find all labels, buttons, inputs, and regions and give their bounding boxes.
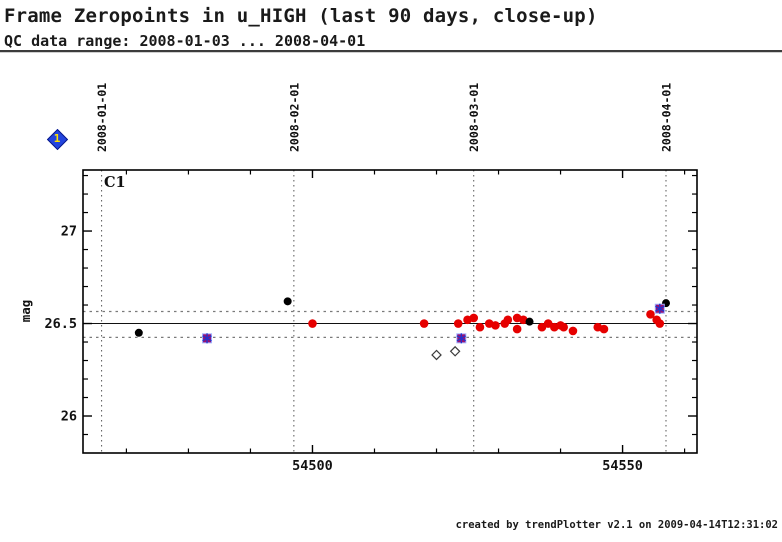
data-point	[519, 315, 528, 325]
data-point	[537, 322, 547, 332]
data-point	[559, 322, 568, 332]
series-black-circles	[134, 297, 670, 337]
data-point	[475, 322, 485, 332]
x-tick-label: 54500	[292, 458, 333, 474]
x-tick-label: 54550	[602, 458, 643, 474]
info-icon-glyph: 1	[53, 132, 61, 145]
data-point	[308, 319, 317, 328]
plot-frame	[82, 169, 698, 454]
dotted-threshold-lines	[83, 310, 697, 338]
y-tick-label: 27	[61, 224, 77, 240]
data-point	[453, 319, 463, 328]
page-title: Frame Zeropoints in u_HIGH (last 90 days…	[4, 5, 598, 27]
data-point	[469, 313, 479, 323]
x-axis-ticks: 54500 54550	[125, 170, 686, 474]
header-divider	[0, 50, 782, 53]
created-by-note: created by trendPlotter v2.1 on 2009-04-…	[455, 519, 778, 531]
data-point	[655, 319, 665, 328]
data-point	[491, 321, 500, 330]
data-point-diamond	[431, 349, 442, 361]
data-point	[525, 317, 534, 326]
data-point	[543, 319, 553, 328]
top-date-label: 2008-04-01	[659, 83, 673, 152]
data-point	[568, 326, 578, 336]
info-diamond-icon[interactable]: 1	[46, 128, 69, 151]
data-point	[512, 324, 522, 334]
top-date-label: 2008-02-01	[287, 83, 301, 152]
data-point	[646, 309, 655, 319]
date-gridlines: 2008-01-01 2008-02-01 2008-03-01 2008-04-01	[95, 83, 673, 453]
series-red-circles	[308, 309, 665, 336]
y-tick-label: 26	[61, 409, 77, 425]
qc-data-range-subtitle: QC data range: 2008-01-03 ... 2008-04-01	[4, 32, 366, 50]
y-axis-title: mag	[18, 300, 33, 323]
series-purple-squares-flagged	[202, 303, 665, 344]
data-point	[134, 328, 143, 337]
y-axis-ticks: 26 26.5 27	[44, 174, 697, 436]
data-point	[503, 315, 513, 325]
top-date-label: 2008-03-01	[467, 83, 481, 152]
data-point-diamond	[449, 345, 461, 357]
data-point	[419, 319, 429, 328]
y-tick-label: 26.5	[44, 316, 77, 332]
panel-label: C1	[104, 174, 126, 191]
top-date-label: 2008-01-01	[95, 83, 109, 152]
data-point	[283, 297, 292, 306]
data-point	[599, 324, 609, 334]
series-open-diamonds	[431, 345, 461, 361]
